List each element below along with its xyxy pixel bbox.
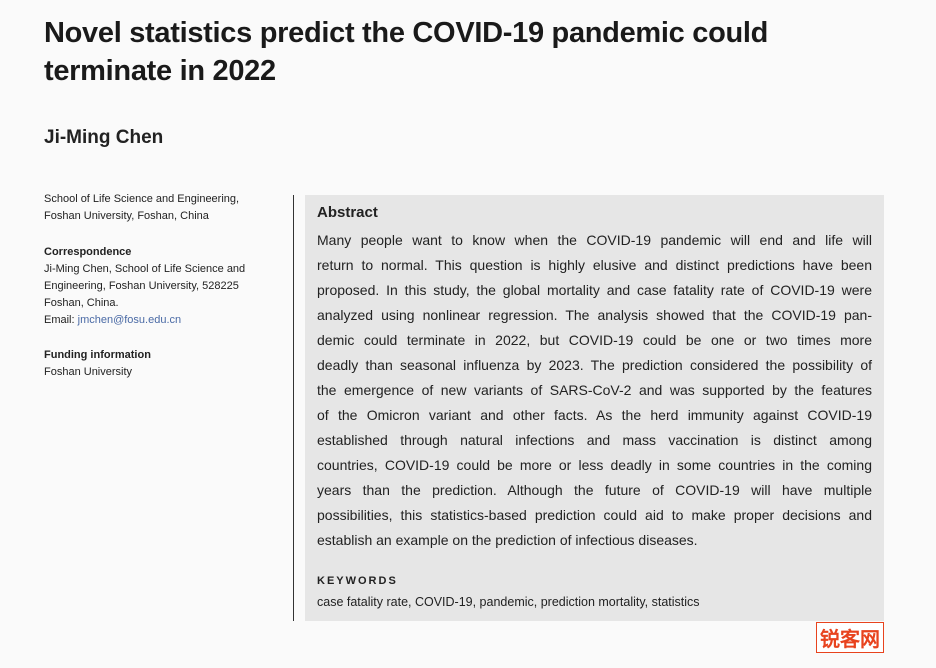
correspondence: Correspondence Ji-Ming Chen, School of L… [44, 244, 284, 329]
email-row: Email: jmchen@fosu.edu.cn [44, 312, 284, 329]
email-link[interactable]: jmchen@fosu.edu.cn [77, 314, 182, 326]
abstract-line: the emergence of new variants of SARS-Co… [317, 382, 872, 398]
funding: Funding information Foshan University [44, 347, 284, 381]
abstract-line: establish an example on the prediction o… [317, 532, 698, 548]
affiliation: School of Life Science and Engineering, F… [44, 191, 284, 225]
affiliation-line: School of Life Science and Engineering, [44, 193, 240, 205]
keywords-text: case fatality rate, COVID-19, pandemic, … [317, 595, 700, 609]
correspondence-line: Engineering, Foshan University, 528225 [44, 280, 239, 292]
divider [293, 195, 294, 621]
abstract-line: return to normal. This question is highl… [317, 257, 872, 273]
abstract-line: proposed. In this study, the global mort… [317, 282, 872, 298]
abstract-line: years than the prediction. Although the … [317, 482, 872, 498]
abstract-text: Many people want to know when the COVID-… [317, 228, 872, 553]
title: Novel statistics predict the COVID-19 pa… [44, 14, 768, 90]
abstract-line: of the Omicron variant and other facts. … [317, 407, 872, 423]
abstract-line: established through natural infections a… [317, 432, 872, 448]
abstract-line: deadly than seasonal influenza by 2023. … [317, 357, 872, 373]
affiliation-line: Foshan University, Foshan, China [44, 210, 209, 222]
title-line: Novel statistics predict the COVID-19 pa… [44, 17, 769, 49]
watermark: 锐客网 [816, 622, 884, 653]
abstract-heading: Abstract [317, 204, 378, 221]
keywords-heading: KEYWORDS [317, 575, 398, 587]
abstract-line: analyzed using nonlinear regression. The… [317, 307, 872, 323]
correspondence-line: Foshan, China. [44, 297, 119, 309]
author: Ji-Ming Chen [44, 127, 164, 148]
correspondence-line: Ji-Ming Chen, School of Life Science and [44, 263, 246, 275]
abstract-line: demic could terminate in 2022, but COVID… [317, 332, 872, 348]
title-line: terminate in 2022 [44, 55, 276, 87]
funding-text: Foshan University [44, 366, 133, 378]
correspondence-heading: Correspondence [44, 246, 132, 258]
email-label: Email: [44, 314, 75, 326]
abstract-line: countries, COVID-19 could be more or les… [317, 457, 872, 473]
abstract-line: possibilities, this statistics-based pre… [317, 507, 872, 523]
abstract-box [305, 195, 884, 621]
funding-heading: Funding information [44, 349, 151, 361]
abstract-line: Many people want to know when the COVID-… [317, 232, 872, 248]
